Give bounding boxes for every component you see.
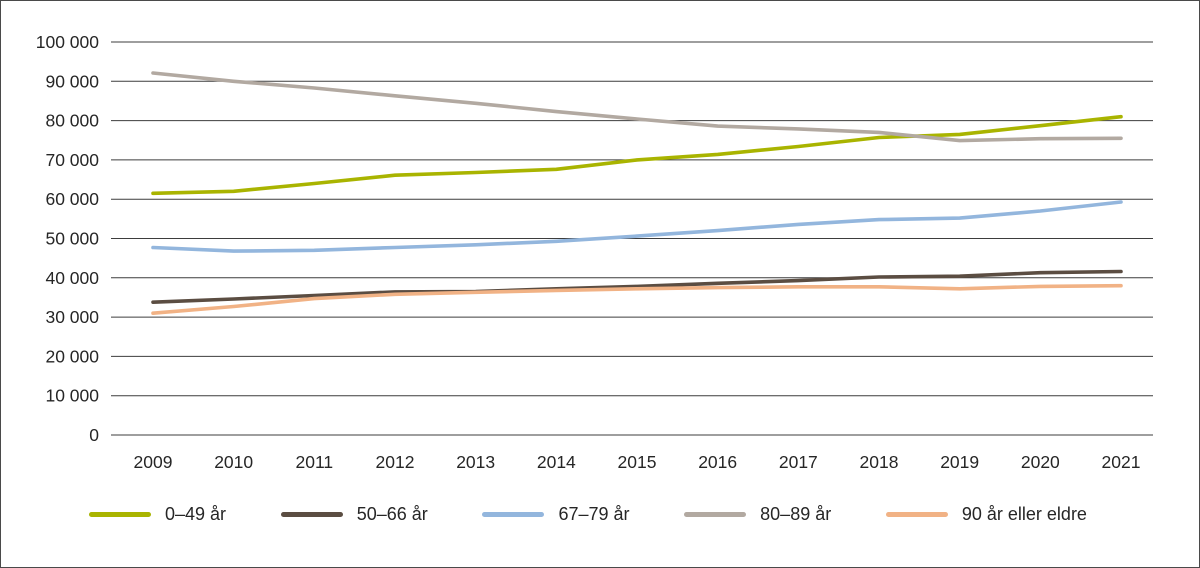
series-line-3: [151, 71, 1123, 143]
chart-legend: 0–49 år 50–66 år 67–79 år 80–89 år 90 år…: [1, 504, 1199, 525]
legend-item-0-49: 0–49 år: [89, 504, 226, 525]
x-tick-label: 2009: [134, 452, 173, 472]
y-tick-label: 70 000: [45, 150, 99, 170]
legend-label: 50–66 år: [356, 504, 428, 524]
legend-item-67-79: 67–79 år: [482, 504, 630, 525]
legend-label: 90 år eller eldre: [961, 504, 1087, 524]
x-tick-label: 2018: [860, 452, 899, 472]
legend-swatch-67-79: [482, 512, 545, 517]
legend-swatch-0-49: [89, 512, 151, 517]
x-tick-label: 2021: [1102, 452, 1141, 472]
x-tick-label: 2013: [456, 452, 495, 472]
series-line-1: [151, 269, 1123, 305]
x-tick-label: 2015: [618, 452, 657, 472]
x-tick-label: 2017: [779, 452, 818, 472]
x-tick-label: 2016: [698, 452, 737, 472]
legend-label: 80–89 år: [760, 504, 832, 524]
y-tick-label: 60 000: [45, 189, 99, 209]
legend-item-50-66: 50–66 år: [280, 504, 428, 525]
legend-item-90-plus: 90 år eller eldre: [885, 504, 1087, 525]
legend-swatch-80-89: [684, 512, 747, 517]
x-tick-label: 2010: [214, 452, 253, 472]
y-tick-label: 10 000: [45, 386, 99, 406]
y-tick-label: 50 000: [45, 229, 99, 249]
y-tick-label: 0: [89, 425, 99, 445]
y-tick-label: 80 000: [45, 111, 99, 131]
x-tick-label: 2019: [940, 452, 979, 472]
series-line-2: [151, 200, 1123, 253]
y-tick-label: 100 000: [36, 32, 100, 52]
legend-item-80-89: 80–89 år: [684, 504, 831, 525]
series-line-0: [151, 114, 1123, 196]
x-tick-label: 2020: [1021, 452, 1060, 472]
legend-swatch-50-66: [280, 512, 343, 517]
legend-label: 0–49 år: [165, 504, 227, 524]
y-tick-label: 20 000: [45, 346, 99, 366]
y-tick-label: 90 000: [45, 71, 99, 91]
y-tick-label: 40 000: [45, 268, 99, 288]
x-tick-label: 2012: [376, 452, 415, 472]
line-chart: 0 10 000 20 000 30 000 40 000 50 000 60 000 70 …: [36, 32, 1153, 472]
series-line-4: [151, 283, 1123, 316]
legend-label: 67–79 år: [558, 504, 630, 524]
y-tick-label: 30 000: [45, 307, 99, 327]
legend-swatch-90-plus: [885, 512, 948, 517]
x-tick-label: 2011: [296, 452, 334, 472]
x-tick-label: 2014: [537, 452, 576, 472]
